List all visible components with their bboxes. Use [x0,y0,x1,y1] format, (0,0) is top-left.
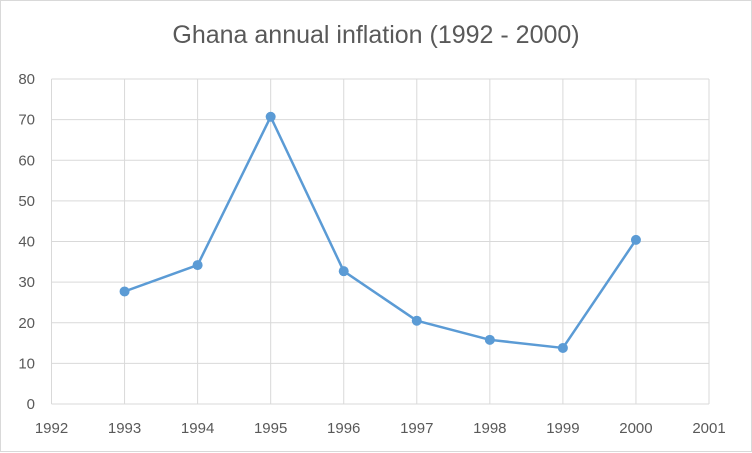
y-tick-label: 70 [18,112,35,129]
data-point [557,342,568,353]
y-tick-label: 60 [18,152,35,169]
x-tick-label: 1995 [254,420,287,437]
x-tick-label: 1999 [546,420,579,437]
x-tick-label: 1996 [327,420,360,437]
y-tick-label: 50 [18,193,35,210]
y-tick-label: 80 [18,71,35,88]
x-tick-label: 1994 [181,420,214,437]
chart-title: Ghana annual inflation (1992 - 2000) [172,21,580,49]
series-line [124,115,637,350]
y-tick-label: 0 [27,396,35,413]
data-point [338,266,349,277]
x-tick-label: 1993 [108,420,141,437]
data-point [630,234,641,245]
x-tick-label: 1997 [400,420,433,437]
x-tick-label: 1992 [35,420,68,437]
x-tick-label: 2001 [692,420,725,437]
x-tick-label: 1998 [473,420,506,437]
y-tick-label: 10 [18,355,35,372]
y-tick-label: 30 [18,274,35,291]
y-tick-label: 20 [18,315,35,332]
data-point [119,286,130,297]
x-tick-label: 2000 [619,420,652,437]
data-point [192,260,203,271]
data-point [265,111,276,122]
data-point [484,334,495,345]
data-point [411,315,422,326]
y-tick-label: 40 [18,234,35,251]
